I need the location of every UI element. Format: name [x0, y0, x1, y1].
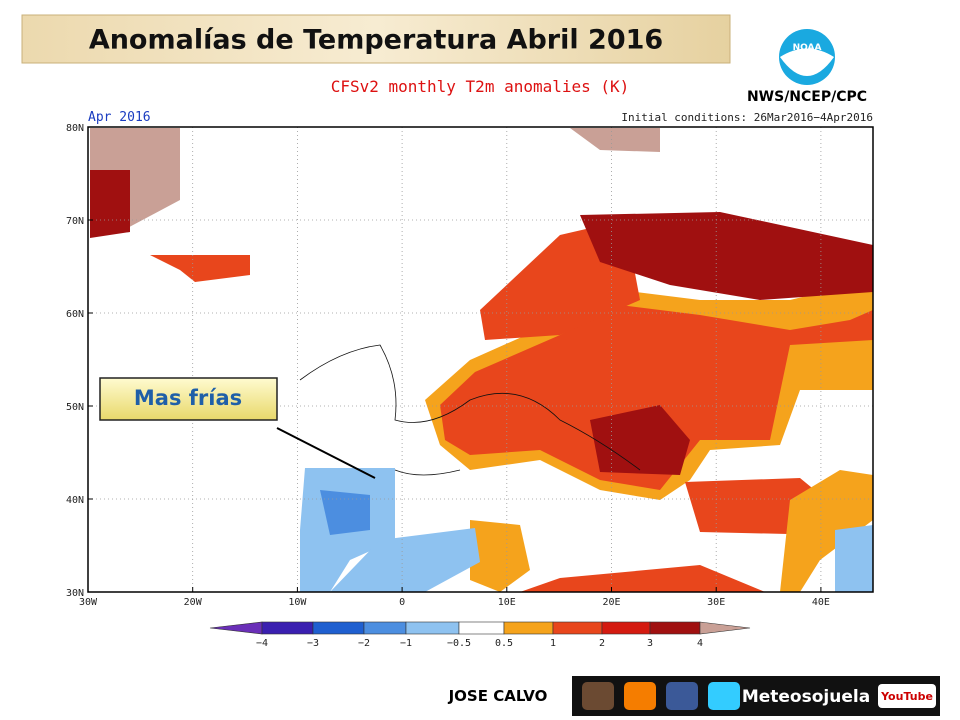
colorbar-segment: [261, 621, 314, 635]
colorbar-label: 4: [697, 638, 703, 649]
lon-label: 30W: [79, 597, 98, 608]
youtube-icon[interactable]: [878, 684, 936, 708]
noaa-wave: [780, 48, 834, 76]
blogger-icon[interactable]: [624, 682, 656, 710]
instagram-icon[interactable]: [582, 682, 614, 710]
colorbar-high: [699, 621, 751, 635]
colorbar-label: −1: [400, 638, 412, 649]
title-banner: [21, 14, 731, 64]
lon-label: 0: [399, 597, 405, 608]
colorbar: −4 −3 −2 −1 −0.5 0.5 1 2 3 4: [209, 621, 751, 649]
colorbar-segment: [601, 621, 651, 635]
twitter-icon[interactable]: [708, 682, 740, 710]
colorbar-segment: [405, 621, 460, 635]
subtitle: CFSv2 monthly T2m anomalies (K): [331, 77, 630, 96]
lat-label: 40N: [66, 495, 84, 506]
map-field: [88, 127, 873, 592]
title: Anomalías de Temperatura Abril 2016: [89, 25, 663, 56]
lon-label: 20E: [602, 597, 620, 608]
callout: Mas frías: [134, 386, 242, 410]
colorbar-label: −0.5: [447, 638, 471, 649]
lon-label: 40E: [812, 597, 830, 608]
colorbar-segment: [552, 621, 603, 635]
lat-label: 70N: [66, 216, 84, 227]
colorbar-segment: [363, 621, 407, 635]
lon-label: 10E: [498, 597, 516, 608]
logo-text: NOAA: [793, 43, 822, 53]
colorbar-label: −4: [256, 638, 268, 649]
facebook-icon[interactable]: [666, 682, 698, 710]
callout-box: [99, 377, 278, 421]
lat-label: 50N: [66, 402, 84, 413]
brand: Meteosojuela: [742, 687, 870, 707]
agency: NWS/NCEP/CPC: [747, 89, 867, 105]
colorbar-label: 0.5: [495, 638, 513, 649]
colorbar-label: 2: [599, 638, 605, 649]
author: JOSE CALVO: [448, 687, 548, 705]
youtube: YouTube: [880, 690, 933, 703]
map-frame: [87, 126, 874, 593]
lon-label: 20W: [184, 597, 203, 608]
colorbar-label: 1: [550, 638, 556, 649]
initial-conditions: Initial conditions: 26Mar2016−4Apr2016: [621, 111, 873, 124]
lon-label: 30E: [707, 597, 725, 608]
colorbar-segment: [312, 621, 365, 635]
lat-label: 30N: [66, 588, 84, 599]
lon-label: 10W: [288, 597, 307, 608]
colorbar-label: −3: [307, 638, 319, 649]
lat-label: 80N: [66, 123, 84, 134]
colorbar-label: 3: [647, 638, 653, 649]
lat-label: 60N: [66, 309, 84, 320]
colorbar-segment: [503, 621, 554, 635]
colorbar-segment: [649, 621, 701, 635]
callout-line: [276, 427, 376, 479]
colorbar-label: −2: [358, 638, 370, 649]
colorbar-low: [209, 621, 263, 635]
colorbar-segment: [458, 621, 505, 635]
period: Apr 2016: [88, 110, 151, 125]
